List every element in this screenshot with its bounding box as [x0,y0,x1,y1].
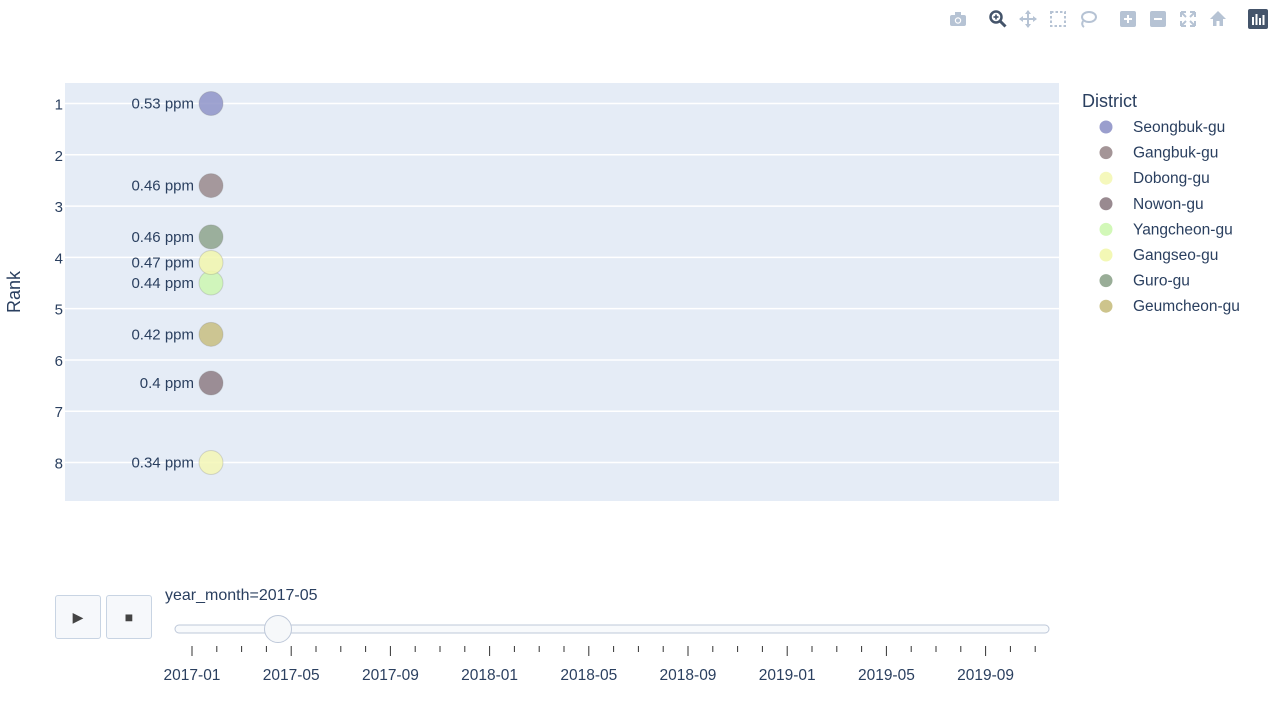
data-label: 0.42 ppm [131,326,194,343]
legend-label: Gangseo-gu [1133,247,1218,264]
slider-tick-label: 2018-09 [660,667,717,684]
marker-point [198,224,224,250]
plot-area [65,83,1059,501]
slider-tick-label: 2017-05 [263,667,320,684]
play-icon: ▶ [72,608,84,625]
y-tick-label: 6 [55,353,63,370]
marker-point [198,173,224,199]
legend-item[interactable]: Gangbuk-gu [1099,145,1219,162]
data-label: 0.53 ppm [131,96,194,113]
slider-current-label: year_month=2017-05 [165,587,318,604]
y-tick-label: 5 [55,302,63,319]
legend-swatch [1099,146,1113,160]
camera-icon[interactable] [944,6,972,32]
legend-label: Yangcheon-gu [1133,221,1233,238]
slider-ticks: 2017-01 2017-05 2017-09 2018-01 2018-05 2018-… [164,646,1036,684]
y-tick-labels: 1 2 3 4 5 6 7 8 [55,97,63,473]
slider-rail [174,624,1050,634]
slider: 2017-01 2017-05 2017-09 2018-01 2018-05 2018-… [164,624,1050,684]
slider-tick-label: 2017-09 [362,667,419,684]
y-tick-label: 2 [55,148,63,165]
marker-point [198,321,224,347]
data-label: 0.46 ppm [131,178,194,195]
legend-label: Gangbuk-gu [1133,145,1218,162]
legend-item[interactable]: Guro-gu [1099,273,1190,290]
slider-tick-label: 2017-01 [164,667,221,684]
slider-tick-label: 2018-05 [560,667,617,684]
legend-item[interactable]: Yangcheon-gu [1099,221,1233,238]
legend-title: District [1082,91,1137,111]
data-label: 0.47 ppm [131,255,194,272]
legend-item[interactable]: Geumcheon-gu [1099,298,1240,315]
legend-label: Nowon-gu [1133,196,1204,213]
legend-label: Guro-gu [1133,273,1190,290]
slider-handle[interactable] [264,615,293,643]
plotly-logo-icon[interactable] [1244,6,1272,32]
box-select-icon[interactable] [1044,6,1072,32]
legend-item[interactable]: Gangseo-gu [1099,247,1219,264]
modebar [936,6,1272,32]
legend-swatch [1099,274,1113,288]
marker-point [198,370,224,396]
slider-tick-label: 2019-09 [957,667,1014,684]
data-labels: 0.53 ppm 0.46 ppm 0.34 ppm 0.4 ppm 0.44 ppm 0… [131,96,194,472]
markers [198,91,224,476]
reset-axes-icon[interactable] [1204,6,1232,32]
legend-swatch [1099,248,1113,262]
y-axis-title: Rank [4,270,24,313]
grid-layer [65,102,1059,464]
legend-swatch [1099,171,1113,185]
slider-tick-label: 2018-01 [461,667,518,684]
legend-swatch [1099,197,1113,211]
y-tick-label: 7 [55,404,63,421]
y-tick-label: 4 [55,250,63,267]
zoom-out-icon[interactable] [1144,6,1172,32]
stop-button[interactable]: ■ [106,595,152,639]
data-label: 0.4 ppm [140,375,194,392]
stop-icon: ■ [124,609,134,625]
zoom-in-icon[interactable] [1114,6,1142,32]
zoom-icon[interactable] [984,6,1012,32]
legend: Seongbuk-gu Gangbuk-gu Dobong-gu Nowon-gu Ya… [1099,119,1240,315]
slider-tick-label: 2019-01 [759,667,816,684]
y-tick-label: 1 [55,97,63,114]
legend-label: Geumcheon-gu [1133,298,1240,315]
lasso-icon[interactable] [1074,6,1102,32]
y-tick-label: 3 [55,199,63,216]
autoscale-icon[interactable] [1174,6,1202,32]
legend-label: Seongbuk-gu [1133,119,1225,136]
y-tick-label: 8 [55,456,63,473]
legend-swatch [1099,222,1113,236]
marker-point [198,250,224,276]
slider-tick-label: 2019-05 [858,667,915,684]
legend-swatch [1099,299,1113,313]
legend-label: Dobong-gu [1133,170,1210,187]
marker-point [198,91,224,117]
legend-swatch [1099,120,1113,134]
marker-point [198,270,224,296]
legend-item[interactable]: Dobong-gu [1099,170,1210,187]
play-button[interactable]: ▶ [55,595,101,639]
marker-point [198,450,224,476]
pan-icon[interactable] [1014,6,1042,32]
data-label: 0.34 ppm [131,455,194,472]
legend-item[interactable]: Seongbuk-gu [1099,119,1226,136]
legend-item[interactable]: Nowon-gu [1099,196,1204,213]
data-label: 0.46 ppm [131,229,194,246]
data-label: 0.44 ppm [131,275,194,292]
